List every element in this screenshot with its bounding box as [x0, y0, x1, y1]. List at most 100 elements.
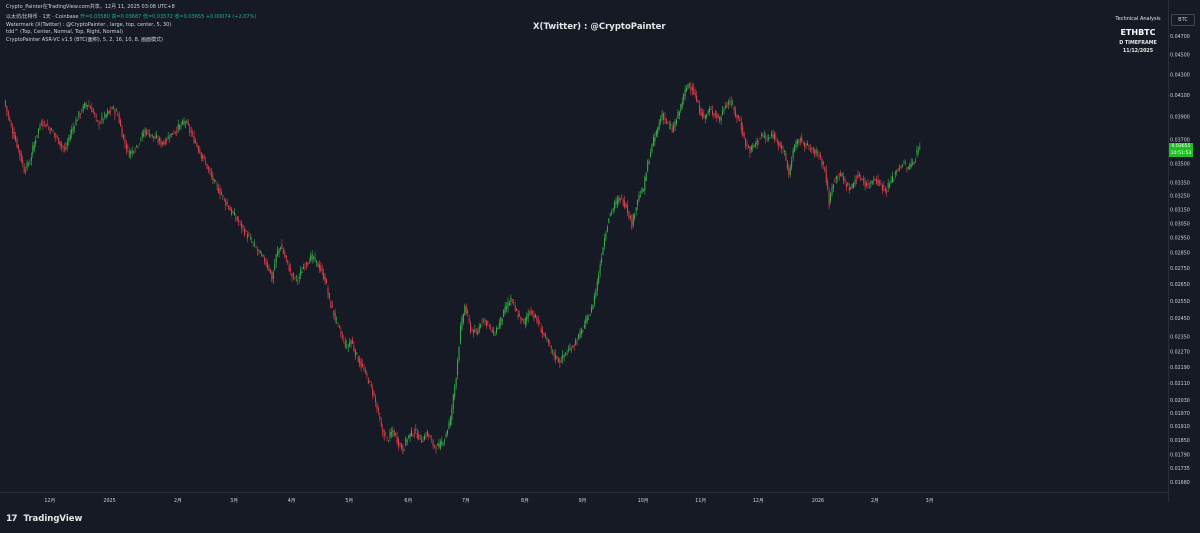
- candle-down: [376, 403, 378, 409]
- currency-button[interactable]: BTC: [1171, 14, 1195, 26]
- candle-down: [331, 306, 333, 308]
- candle-down: [416, 432, 418, 439]
- price-axis[interactable]: 0.04700 0.04500 0.04300 0.04100 0.03900 0.037…: [1168, 0, 1200, 502]
- candle-down: [802, 142, 804, 144]
- ta-indicator-line[interactable]: tdd^ (Top, Center, Normal, Top, Right, N…: [6, 29, 123, 35]
- candle-up: [580, 329, 582, 335]
- candle-down: [428, 433, 430, 437]
- candle-down: [133, 151, 135, 153]
- candle-down: [726, 104, 728, 108]
- candle-up: [292, 274, 294, 276]
- candle-up: [32, 145, 34, 155]
- candle-up: [493, 330, 495, 334]
- candle-up: [896, 170, 898, 173]
- candlestick-chart[interactable]: [0, 0, 1168, 492]
- candle-up: [301, 272, 303, 274]
- candle-up: [310, 255, 312, 262]
- candle-up: [474, 329, 476, 333]
- candle-down: [877, 179, 879, 186]
- watermark-indicator-line[interactable]: Watermark (X(Twitter) : @CryptoPainter ,…: [6, 21, 172, 28]
- candle-up: [105, 114, 107, 117]
- price-tick-label: 0.02950: [1170, 236, 1190, 242]
- candle-up: [408, 435, 410, 438]
- candle-up: [107, 110, 109, 115]
- candle-down: [693, 86, 695, 95]
- candle-up: [681, 102, 683, 108]
- candle-down: [817, 152, 819, 154]
- candle-up: [599, 264, 601, 274]
- candle-down: [719, 116, 721, 121]
- candle-down: [16, 138, 18, 148]
- time-tick-label: 10月: [638, 498, 649, 504]
- candle-down: [161, 141, 163, 145]
- candle-up: [303, 267, 305, 269]
- candle-down: [555, 354, 557, 360]
- candle-down: [25, 170, 27, 172]
- candle-down: [218, 188, 220, 193]
- symbol-line: 以太坊/比特币 · 1天 · Coinbase 开=0.03580 高=0.03…: [6, 14, 256, 22]
- candle-up: [752, 145, 754, 149]
- candle-down: [468, 318, 470, 322]
- candle-down: [265, 261, 267, 265]
- candle-down: [13, 131, 15, 139]
- candle-down: [330, 300, 332, 309]
- candle-up: [159, 138, 161, 141]
- candle-up: [349, 342, 351, 347]
- candle-down: [431, 438, 433, 440]
- candle-down: [323, 272, 325, 280]
- price-tick-label: 0.03150: [1170, 207, 1190, 213]
- candle-down: [118, 114, 120, 123]
- asr-indicator-line[interactable]: CryptoPainter ASR-VC v1.5 (BTC(面积), 5, 2…: [6, 36, 163, 43]
- candle-down: [621, 196, 623, 198]
- candle-down: [631, 219, 633, 229]
- candle-down: [200, 152, 202, 158]
- price-tick-label: 0.02350: [1170, 334, 1190, 340]
- candle-down: [422, 440, 424, 443]
- candle-up: [569, 347, 571, 351]
- candle-down: [252, 242, 254, 243]
- candle-down: [17, 145, 19, 149]
- candle-down: [665, 118, 667, 124]
- candle-down: [514, 305, 516, 310]
- candle-up: [272, 271, 274, 279]
- candle-up: [69, 134, 71, 140]
- candle-down: [470, 323, 472, 333]
- candle-down: [570, 349, 572, 352]
- candle-up: [523, 321, 525, 323]
- candle-up: [583, 325, 585, 328]
- symbol-label[interactable]: 以太坊/比特币 · 1天 · Coinbase: [6, 14, 79, 20]
- tradingview-footer[interactable]: 17 TradingView: [6, 514, 82, 524]
- candle-up: [131, 149, 133, 154]
- price-tick-label: 0.03900: [1170, 115, 1190, 121]
- time-tick-label: 8月: [521, 498, 529, 504]
- candle-up: [40, 124, 42, 125]
- candle-up: [163, 142, 165, 145]
- candle-up: [680, 104, 682, 112]
- candle-down: [855, 179, 857, 181]
- ohlc-values: 开=0.03580 高=0.03687 低=0.03572 收=0.03655 …: [80, 14, 257, 20]
- candle-up: [314, 257, 316, 260]
- candle-up: [830, 194, 832, 202]
- candle-down: [788, 168, 790, 175]
- candle-up: [346, 344, 348, 346]
- candle-down: [20, 153, 22, 162]
- candle-up: [603, 238, 605, 247]
- candle-down: [435, 446, 437, 450]
- candle-up: [140, 139, 142, 141]
- candle-up: [675, 120, 677, 124]
- candle-down: [511, 299, 513, 301]
- candle-up: [350, 340, 352, 344]
- time-axis[interactable]: 12月 2025 2月 3月 4月 5月 6月 7月 8月 9月 10月 11月 12月 2026 2月 3月: [0, 493, 1168, 505]
- candle-up: [753, 144, 755, 146]
- candle-down: [22, 159, 24, 164]
- candle-down: [553, 351, 555, 357]
- candle-up: [65, 146, 67, 150]
- candle-down: [467, 310, 469, 314]
- candle-up: [907, 167, 909, 169]
- candle-up: [807, 143, 809, 146]
- candle-down: [663, 113, 665, 120]
- candle-up: [426, 431, 428, 436]
- candle-up: [677, 112, 679, 119]
- candle-up: [444, 439, 446, 441]
- candle-down: [88, 104, 90, 107]
